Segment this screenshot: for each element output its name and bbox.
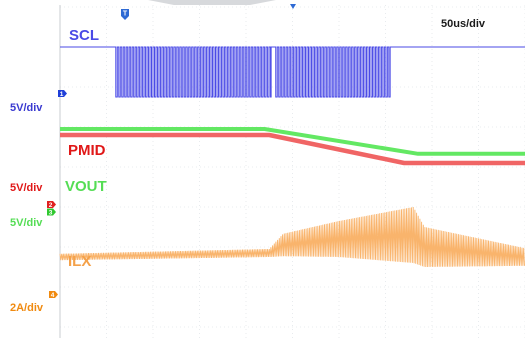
svg-text:1: 1 <box>60 91 64 98</box>
channel-1-marker: 1 <box>58 90 67 98</box>
vout-scale-label: 5V/div <box>10 217 43 229</box>
ilx-waveform <box>59 206 525 268</box>
ilx-channel-label: ILX <box>68 253 91 270</box>
scl-channel-label: SCL <box>69 27 99 44</box>
scl-waveform <box>60 46 525 98</box>
vout-waveform <box>60 127 525 156</box>
top-status-tab <box>148 0 276 5</box>
scl-scale-label: 5V/div <box>10 102 43 114</box>
channel-3-marker: 3 <box>47 208 56 217</box>
pmid-channel-label: PMID <box>68 142 106 159</box>
svg-text:T: T <box>123 11 128 18</box>
ilx-scale-label: 2A/div <box>10 302 44 314</box>
channel-2-marker: 2 <box>47 201 56 209</box>
channel-4-marker: 4 <box>49 291 58 299</box>
trigger-level-marker <box>290 4 296 9</box>
pmid-waveform <box>60 132 525 166</box>
pmid-scale-label: 5V/div <box>10 182 43 194</box>
svg-text:3: 3 <box>49 210 53 217</box>
timebase-label: 50us/div <box>441 18 486 30</box>
svg-text:4: 4 <box>51 292 55 299</box>
vout-channel-label: VOUT <box>65 178 107 195</box>
svg-text:2: 2 <box>49 202 53 209</box>
trigger-position-marker: T <box>121 9 129 20</box>
